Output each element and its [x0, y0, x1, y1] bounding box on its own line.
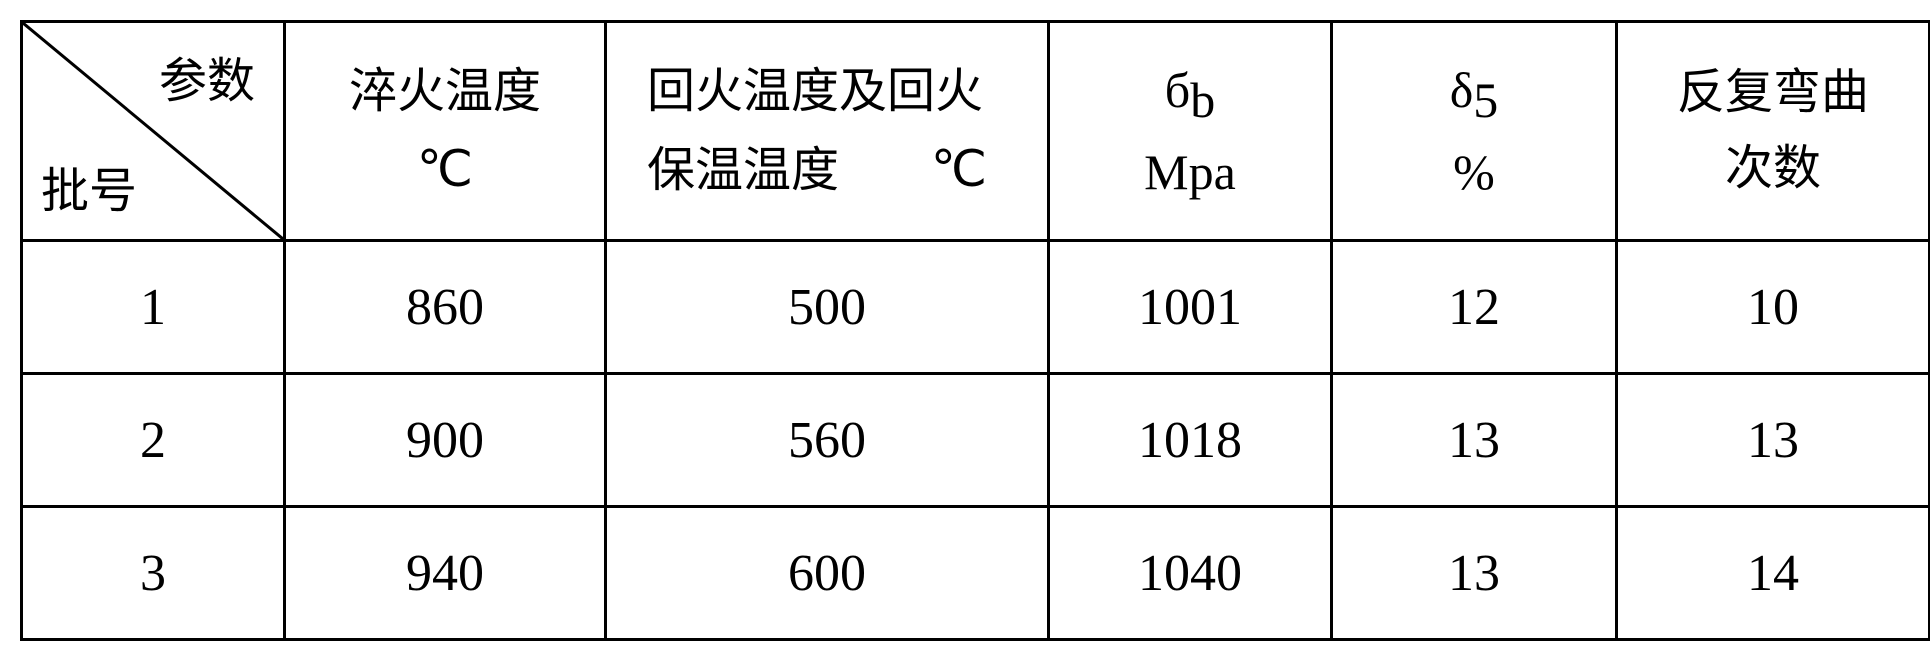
header-delta: δ5 % [1332, 22, 1617, 241]
cell-bend: 14 [1617, 507, 1930, 640]
cell-temper: 500 [606, 241, 1049, 374]
cell-sigma: 1001 [1049, 241, 1332, 374]
cell-id: 3 [22, 507, 285, 640]
cell-quench: 940 [285, 507, 606, 640]
cell-delta: 12 [1332, 241, 1617, 374]
header-sigma-sym: б [1165, 62, 1190, 118]
cell-sigma: 1040 [1049, 507, 1332, 640]
cell-sigma: 1018 [1049, 374, 1332, 507]
header-delta-sub: 5 [1473, 72, 1498, 128]
header-temper-line2-left: 保温温度 [647, 142, 839, 200]
header-delta-unit: % [1453, 142, 1495, 202]
cell-quench: 860 [285, 241, 606, 374]
header-sigma-unit: Mpa [1144, 142, 1236, 202]
cell-temper: 600 [606, 507, 1049, 640]
cell-bend: 13 [1617, 374, 1930, 507]
header-temper-line2-right: ℃ [931, 139, 987, 199]
cell-temper: 560 [606, 374, 1049, 507]
cell-id: 2 [22, 374, 285, 507]
header-quench-line1: 淬火温度 [349, 63, 541, 121]
header-sigma-sub: b [1190, 72, 1215, 128]
header-delta-sym: δ [1450, 62, 1474, 118]
cell-id: 1 [22, 241, 285, 374]
header-bend-line2: 次数 [1725, 140, 1821, 198]
table-row: 1 860 500 1001 12 10 [22, 241, 1930, 374]
table-row: 2 900 560 1018 13 13 [22, 374, 1930, 507]
header-sigma: бb Mpa [1049, 22, 1332, 241]
header-bend: 反复弯曲 次数 [1617, 22, 1930, 241]
parameters-table: 参数 批号 淬火温度 ℃ 回火温度及回火 保温温度 ℃ бb [20, 20, 1930, 641]
header-quench: 淬火温度 ℃ [285, 22, 606, 241]
header-quench-unit: ℃ [417, 139, 473, 199]
diag-bottom-label: 批号 [41, 151, 137, 221]
header-bend-line1: 反复弯曲 [1677, 64, 1869, 122]
table-header-row: 参数 批号 淬火温度 ℃ 回火温度及回火 保温温度 ℃ бb [22, 22, 1930, 241]
diag-top-label: 参数 [159, 41, 255, 111]
table-row: 3 940 600 1040 13 14 [22, 507, 1930, 640]
cell-quench: 900 [285, 374, 606, 507]
cell-bend: 10 [1617, 241, 1930, 374]
header-temper-line1: 回火温度及回火 [647, 63, 1047, 121]
cell-delta: 13 [1332, 374, 1617, 507]
diagonal-header-cell: 参数 批号 [22, 22, 285, 241]
header-temper: 回火温度及回火 保温温度 ℃ [606, 22, 1049, 241]
cell-delta: 13 [1332, 507, 1617, 640]
